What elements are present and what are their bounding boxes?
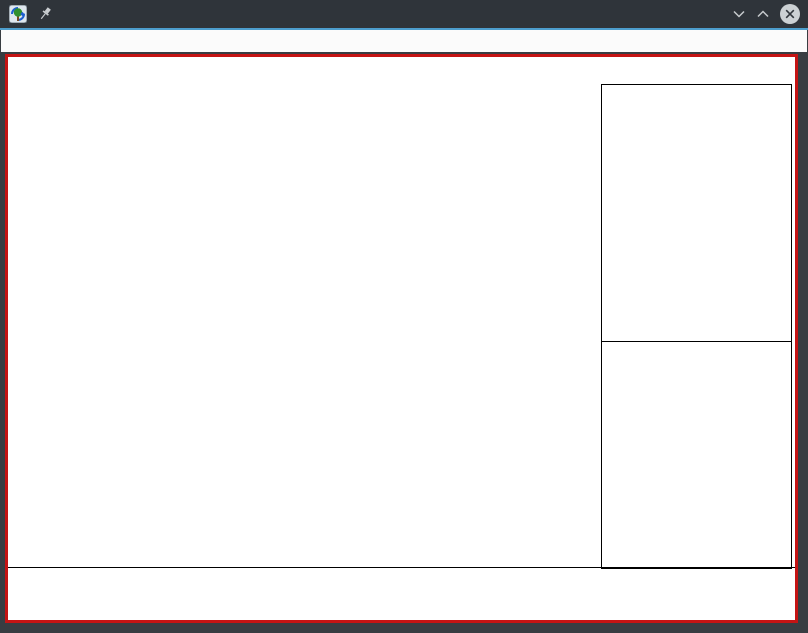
theory-text xyxy=(602,342,791,350)
chevron-up-icon xyxy=(756,9,770,19)
menu-bar xyxy=(1,30,807,52)
parameter-box[interactable] xyxy=(601,84,792,344)
window-title xyxy=(0,0,808,28)
minimize-button[interactable] xyxy=(726,0,752,28)
theory-box[interactable] xyxy=(601,341,792,569)
legend-row xyxy=(8,593,788,609)
close-icon xyxy=(779,3,801,25)
title-bar xyxy=(0,0,808,28)
separator-line xyxy=(8,567,795,568)
root-canvas[interactable] xyxy=(5,54,798,623)
legend-row xyxy=(8,609,788,625)
maximize-button[interactable] xyxy=(750,0,776,28)
close-button[interactable] xyxy=(778,0,802,28)
chevron-down-icon xyxy=(732,9,746,19)
plot-pad[interactable] xyxy=(8,57,600,567)
